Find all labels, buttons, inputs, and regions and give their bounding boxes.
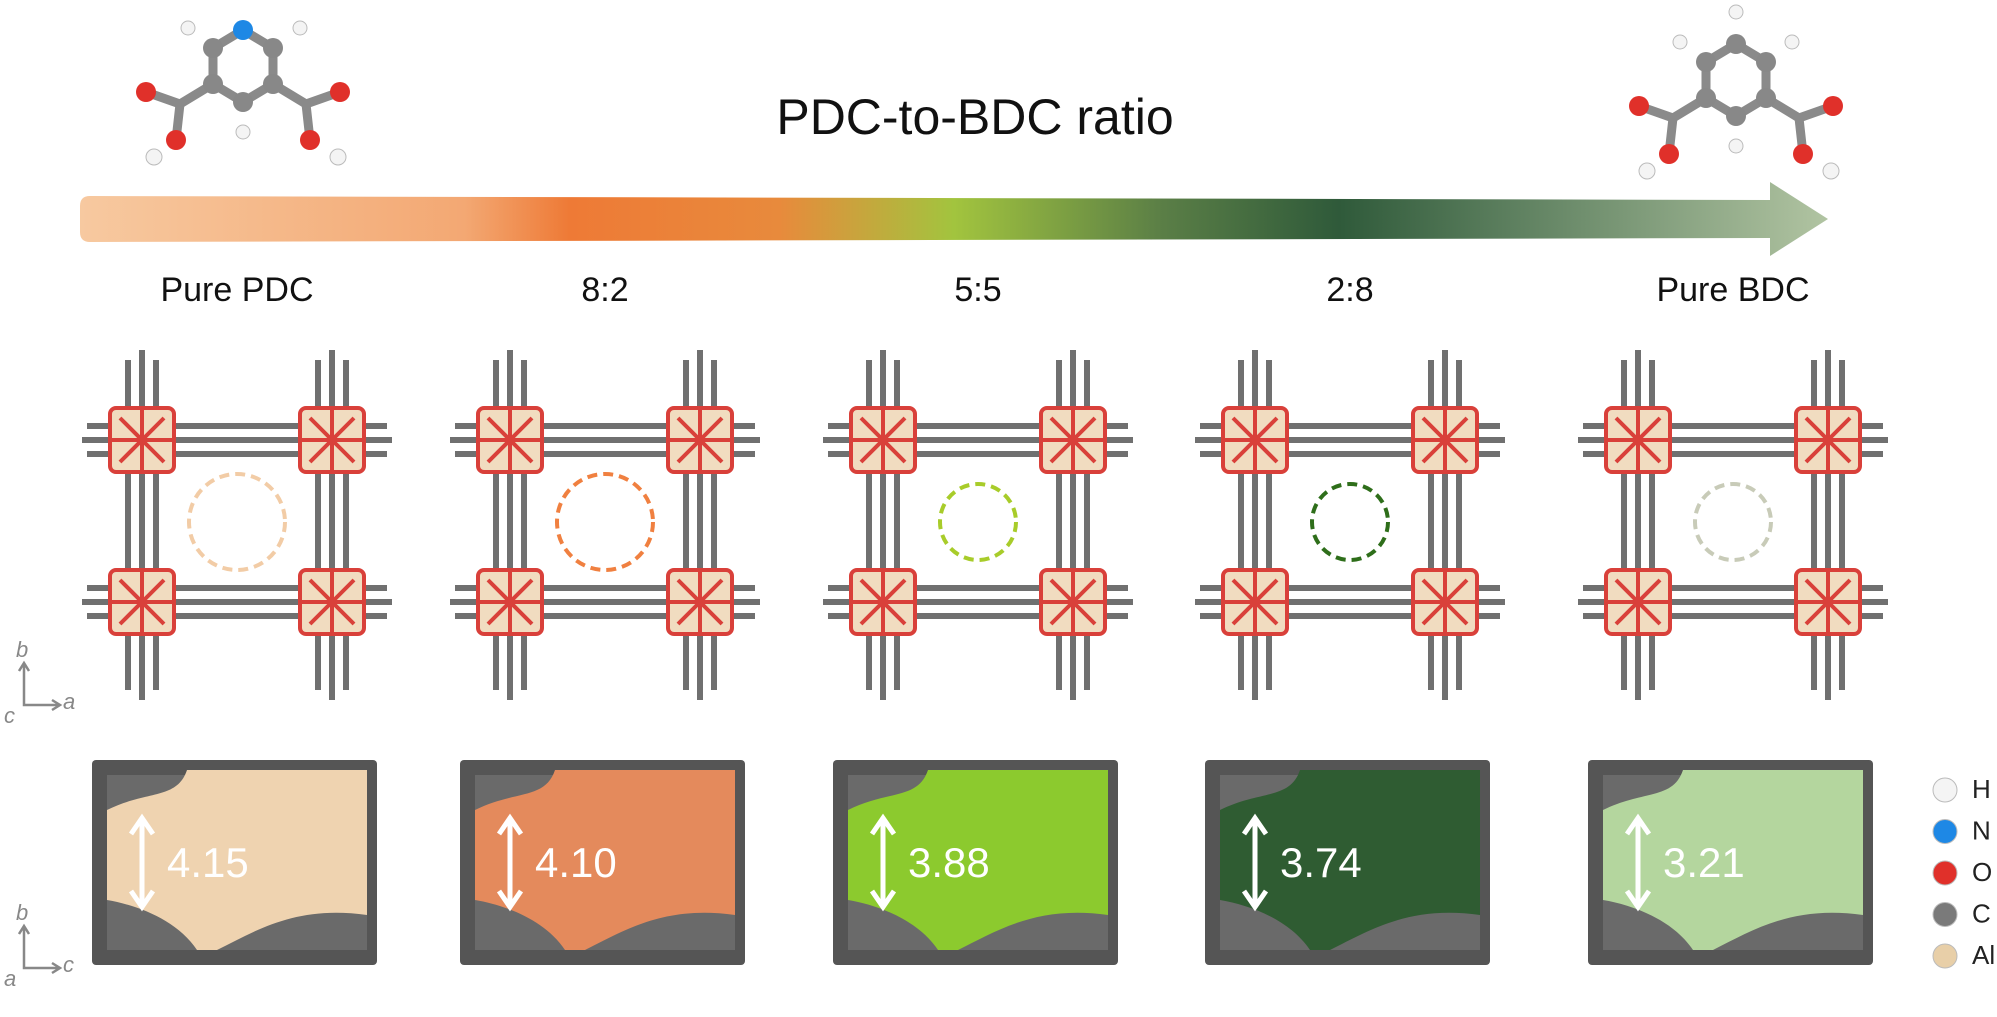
cluster-bonds bbox=[1223, 570, 1287, 634]
title: PDC-to-BDC ratio bbox=[776, 89, 1173, 145]
pore-surface bbox=[848, 770, 1108, 950]
cluster-bonds bbox=[478, 570, 542, 634]
cluster-bonds bbox=[300, 408, 364, 472]
cluster-bonds bbox=[1041, 408, 1105, 472]
axis-label: a bbox=[63, 689, 75, 714]
pore-panel: 3.88 bbox=[833, 760, 1118, 965]
cluster-bonds bbox=[1041, 570, 1105, 634]
size-arrow bbox=[496, 813, 524, 912]
linker bbox=[315, 350, 349, 700]
cluster-bonds bbox=[1606, 408, 1670, 472]
axis-label: b bbox=[16, 900, 28, 925]
size-arrow bbox=[1241, 813, 1269, 912]
columns: Pure PDC 4.15 8:2 4.10 5:5 3.88 2:8 3.74 Pure BD… bbox=[82, 271, 1888, 965]
linker bbox=[1811, 350, 1845, 700]
legend-label: Al bbox=[1972, 940, 1995, 970]
cluster-bonds bbox=[1796, 570, 1860, 634]
pore-ring bbox=[938, 482, 1018, 562]
pore-surface bbox=[107, 770, 367, 950]
axis-label: b bbox=[16, 637, 28, 662]
legend-swatch bbox=[1932, 777, 1958, 803]
column: 5:5 3.88 bbox=[823, 271, 1133, 965]
pore-panel: 3.74 bbox=[1205, 760, 1490, 965]
cluster-bonds bbox=[668, 570, 732, 634]
framework bbox=[82, 350, 392, 700]
cluster-bonds bbox=[1413, 570, 1477, 634]
legend-swatch bbox=[1932, 819, 1958, 844]
axis-label: c bbox=[63, 952, 74, 977]
pore-size: 4.10 bbox=[535, 839, 617, 886]
linker bbox=[1428, 350, 1462, 700]
ratio-arrow bbox=[80, 182, 1828, 256]
axis-label: a bbox=[4, 966, 16, 991]
axis-label: c bbox=[4, 703, 15, 728]
column: 8:2 4.10 bbox=[450, 271, 760, 965]
framework bbox=[823, 350, 1133, 700]
legend-label: N bbox=[1972, 815, 1991, 845]
legend-swatch bbox=[1932, 860, 1958, 886]
cluster-bonds bbox=[1606, 570, 1670, 634]
linker bbox=[683, 350, 717, 700]
column: 2:8 3.74 bbox=[1195, 271, 1505, 965]
legend-label: C bbox=[1972, 898, 1991, 928]
size-arrow bbox=[869, 813, 897, 912]
legend-swatch bbox=[1932, 943, 1958, 969]
cluster-bonds bbox=[478, 408, 542, 472]
pore-surface bbox=[475, 770, 735, 950]
framework bbox=[1578, 350, 1888, 700]
size-arrow bbox=[1624, 813, 1652, 912]
cluster-bonds bbox=[668, 408, 732, 472]
pore-surface bbox=[1220, 770, 1480, 950]
bdc-molecule bbox=[1629, 4, 1843, 180]
column-label: 2:8 bbox=[1326, 271, 1373, 309]
cluster-bonds bbox=[851, 408, 915, 472]
cluster-bonds bbox=[1413, 408, 1477, 472]
pdc-molecule bbox=[136, 20, 350, 166]
pore-ring bbox=[1693, 482, 1773, 562]
column-label: Pure PDC bbox=[160, 271, 313, 309]
axis-indicators: b c a b a c bbox=[4, 637, 75, 991]
pore-ring bbox=[187, 472, 287, 572]
cluster-bonds bbox=[110, 408, 174, 472]
size-arrow bbox=[128, 813, 156, 912]
column-label: Pure BDC bbox=[1656, 271, 1809, 309]
pore-panel: 3.21 bbox=[1588, 760, 1873, 965]
column-label: 8:2 bbox=[581, 271, 628, 309]
linker bbox=[493, 350, 527, 700]
cluster-bonds bbox=[300, 570, 364, 634]
legend-label: O bbox=[1972, 857, 1992, 887]
linker bbox=[866, 350, 900, 700]
linker bbox=[1621, 350, 1655, 700]
pore-panel: 4.10 bbox=[460, 760, 745, 965]
cluster-bonds bbox=[110, 570, 174, 634]
pore-size: 4.15 bbox=[167, 839, 249, 886]
cluster-bonds bbox=[851, 570, 915, 634]
linker bbox=[1056, 350, 1090, 700]
cluster-bonds bbox=[1796, 408, 1860, 472]
legend-swatch bbox=[1932, 902, 1958, 927]
framework bbox=[1195, 350, 1505, 700]
pore-size: 3.88 bbox=[908, 839, 990, 886]
framework bbox=[450, 350, 760, 700]
pore-size: 3.21 bbox=[1663, 839, 1745, 886]
column-label: 5:5 bbox=[954, 271, 1001, 309]
axis-arrows bbox=[17, 923, 63, 975]
pore-panel: 4.15 bbox=[92, 760, 377, 965]
pore-ring bbox=[555, 472, 655, 572]
cluster-bonds bbox=[1223, 408, 1287, 472]
pore-ring bbox=[1310, 482, 1390, 562]
linker bbox=[1238, 350, 1272, 700]
linker bbox=[125, 350, 159, 700]
column: Pure BDC 3.21 bbox=[1578, 271, 1888, 965]
pore-surface bbox=[1603, 770, 1863, 950]
axis-arrows bbox=[17, 660, 63, 712]
pore-size: 3.74 bbox=[1280, 839, 1362, 886]
legend-label: H bbox=[1972, 774, 1991, 804]
column: Pure PDC 4.15 bbox=[82, 271, 392, 965]
